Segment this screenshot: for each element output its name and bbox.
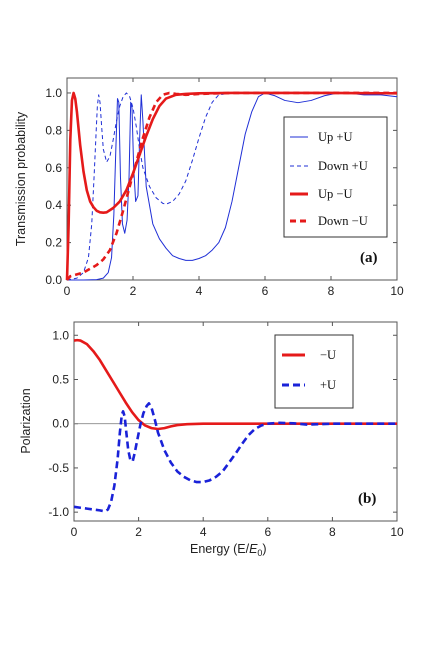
panel-label-a: (a) [360, 250, 378, 266]
x-tick-label: 8 [329, 525, 336, 539]
y-tick-label: 0.0 [45, 273, 62, 287]
series-group-a [65, 91, 398, 281]
legend-label-up-plus-u: Up +U [318, 130, 352, 144]
series-line-1-0 [73, 338, 397, 431]
y-tick-label: 1.0 [52, 328, 69, 342]
x-ticks-a: 0 2 4 6 8 10 [64, 78, 404, 298]
y-tick-label: -0.5 [48, 461, 69, 475]
y-tick-label: 0.0 [52, 417, 69, 431]
x-tick-label: 8 [328, 284, 335, 298]
x-tick-label: 10 [390, 525, 404, 539]
legend-label-down-plus-u: Down +U [318, 159, 368, 173]
legend-a: Up +U Down +U Up −U Down −U [283, 116, 388, 238]
y-tick-label: 1.0 [45, 86, 62, 100]
x-tick-label: 4 [196, 284, 203, 298]
y-ticks-a: 0.0 0.2 0.4 0.6 0.8 1.0 [45, 86, 397, 287]
y-tick-label: 0.2 [45, 236, 62, 250]
legend-box-b [274, 334, 354, 409]
x-tick-label: 2 [130, 284, 137, 298]
series-line-0-3 [66, 91, 397, 281]
plot-frame-a [66, 77, 398, 281]
x-tick-label: 6 [264, 525, 271, 539]
panel-b-polarization: 0 2 4 6 8 10 -1.0 -0.5 0.0 0.5 1.0 Polarization −… [19, 321, 404, 558]
y-tick-label: 0.8 [45, 123, 62, 137]
plot-frame-b [73, 321, 398, 522]
series-line-0-0 [67, 92, 398, 281]
legend-label-plus-u: +U [320, 378, 336, 392]
x-tick-label: 6 [262, 284, 269, 298]
legend-label-minus-u: −U [320, 348, 336, 362]
y-tick-label: 0.6 [45, 161, 62, 175]
legend-b: −U +U [274, 334, 354, 409]
y-tick-label: 0.5 [52, 372, 69, 386]
y-axis-title-a: Transmission probability [14, 111, 28, 246]
panel-a-transmission: 0 2 4 6 8 10 0.0 0.2 0.4 0.6 0.8 1.0 Transmission … [14, 77, 404, 298]
series-group-b [73, 338, 397, 513]
y-tick-label: 0.4 [45, 198, 62, 212]
panel-label-b: (b) [358, 491, 376, 507]
series-line-1-1 [73, 402, 397, 513]
x-tick-label: 4 [200, 525, 207, 539]
y-tick-label: -1.0 [48, 505, 69, 519]
x-ticks-b: 0 2 4 6 8 10 [71, 322, 404, 539]
x-tick-label: 0 [71, 525, 78, 539]
legend-label-down-minus-u: Down −U [318, 214, 368, 228]
series-line-0-1 [66, 92, 398, 281]
x-tick-label: 0 [64, 284, 71, 298]
x-tick-label: 10 [390, 284, 404, 298]
legend-label-up-minus-u: Up −U [318, 187, 352, 201]
x-tick-label: 2 [135, 525, 142, 539]
x-axis-title-b: Energy (E/E0) [190, 542, 267, 558]
y-axis-title-b: Polarization [19, 388, 33, 453]
